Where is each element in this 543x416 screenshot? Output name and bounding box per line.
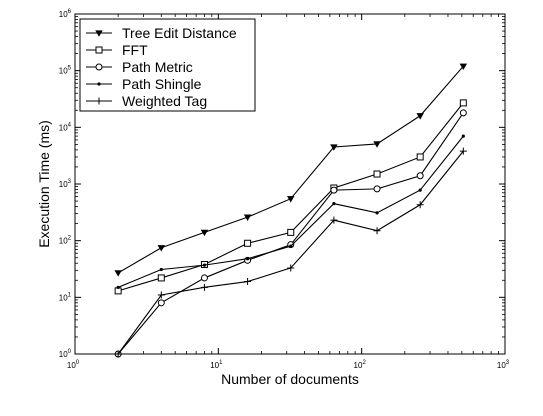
data-point-path-shingle <box>375 211 379 215</box>
y-tick-label: 106 <box>59 9 72 19</box>
legend-label: Path Shingle <box>122 76 202 92</box>
data-point-tree-edit-distance <box>416 113 424 120</box>
data-point-path-metric <box>157 299 165 307</box>
data-point-weighted-tag <box>373 227 381 235</box>
data-point-path-shingle <box>202 263 207 267</box>
data-point-path-shingle <box>461 134 465 138</box>
legend-marker <box>95 46 103 54</box>
legend-label: Tree Edit Distance <box>122 25 237 41</box>
legend-entry-path-shingle: Path Shingle <box>86 76 202 92</box>
data-point-fft <box>373 170 381 178</box>
y-axis-label: Execution Time (ms) <box>36 120 52 248</box>
data-point-weighted-tag <box>330 216 338 224</box>
data-point-path-shingle <box>418 188 422 192</box>
data-point-fft <box>287 228 295 236</box>
legend-marker <box>95 97 103 105</box>
data-point-fft <box>416 153 424 161</box>
series-path-shingle <box>116 134 465 289</box>
data-point-tree-edit-distance <box>330 144 338 151</box>
legend-marker <box>95 63 103 71</box>
data-point-path-metric <box>459 109 467 117</box>
y-tick-label: 102 <box>59 236 72 246</box>
series-tree-edit-distance <box>114 63 468 277</box>
legend-marker <box>95 30 103 37</box>
x-tick-label: 101 <box>210 360 223 370</box>
data-point-path-metric <box>330 186 338 194</box>
x-axis-label: Number of documents <box>221 371 359 387</box>
data-point-weighted-tag <box>200 283 208 291</box>
data-point-path-metric <box>373 185 381 193</box>
data-point-fft <box>157 274 165 282</box>
legend-entry-path-metric: Path Metric <box>86 59 193 75</box>
legend-entry-tree-edit-distance: Tree Edit Distance <box>86 25 237 41</box>
data-point-path-shingle <box>289 244 293 248</box>
data-point-fft <box>459 99 467 107</box>
data-point-weighted-tag <box>287 264 295 272</box>
data-point-tree-edit-distance <box>459 63 468 70</box>
legend-marker <box>97 82 101 86</box>
legend-label: FFT <box>122 42 148 58</box>
data-point-tree-edit-distance <box>373 141 381 148</box>
y-axis-ticks: 100 101 102 103 104 105 106 <box>59 9 505 359</box>
y-tick-label: 101 <box>59 292 72 302</box>
x-tick-label: 100 <box>67 360 80 370</box>
legend-box <box>79 18 256 112</box>
y-tick-label: 104 <box>59 122 72 132</box>
data-point-weighted-tag <box>459 147 467 155</box>
data-point-path-shingle <box>332 202 336 206</box>
data-point-weighted-tag <box>416 201 424 209</box>
y-tick-label: 100 <box>59 349 72 359</box>
series-weighted-tag <box>114 147 467 358</box>
data-point-path-shingle <box>245 257 250 261</box>
data-point-tree-edit-distance <box>114 270 122 277</box>
legend-entry-weighted-tag: Weighted Tag <box>86 93 207 109</box>
data-point-path-metric <box>200 274 208 282</box>
x-tick-label: 103 <box>497 360 510 370</box>
data-point-fft <box>244 239 252 247</box>
series-group <box>114 63 468 358</box>
data-point-tree-edit-distance <box>287 196 295 203</box>
y-tick-label: 105 <box>59 66 72 76</box>
data-point-path-shingle <box>159 267 163 272</box>
data-point-path-metric <box>416 172 424 180</box>
data-point-weighted-tag <box>157 291 165 299</box>
data-point-tree-edit-distance <box>243 214 252 221</box>
data-point-weighted-tag <box>114 350 122 358</box>
data-point-path-shingle <box>116 285 120 289</box>
y-tick-label: 103 <box>59 179 72 189</box>
legend-label: Weighted Tag <box>122 93 207 109</box>
data-point-tree-edit-distance <box>157 245 166 252</box>
legend-label: Path Metric <box>122 59 193 75</box>
data-point-weighted-tag <box>244 278 252 286</box>
x-tick-label: 102 <box>354 360 367 370</box>
x-axis-ticks: 100 101 102 103 <box>67 14 510 370</box>
legend-entry-fft: FFT <box>86 42 148 58</box>
data-point-tree-edit-distance <box>200 229 209 237</box>
